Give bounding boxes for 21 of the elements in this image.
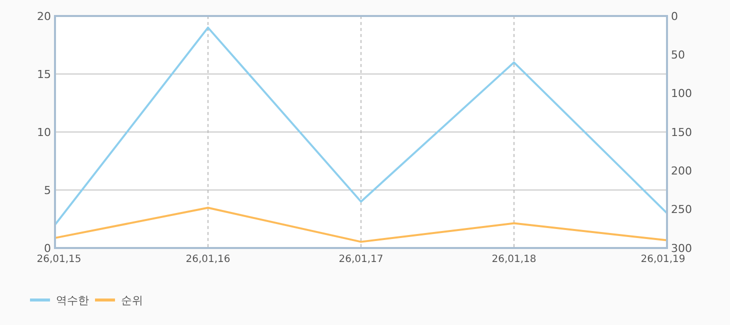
y2-tick-label: 0	[671, 10, 678, 23]
y-tick-label: 15	[37, 68, 51, 81]
line-series	[54, 206, 668, 243]
line-series	[54, 26, 668, 226]
y2-tick-label: 100	[671, 87, 692, 100]
y2-tick-label: 150	[671, 126, 692, 139]
legend-label: 역수한	[56, 294, 89, 307]
y2-tick-label: 300	[671, 242, 692, 255]
y-tick-label: 5	[44, 184, 51, 197]
x-tick-label: 26,01,19	[640, 254, 686, 265]
y-tick-label: 20	[37, 10, 51, 23]
x-tick-label: 26,01,15	[36, 254, 82, 265]
x-tick-label: 26,01,18	[492, 254, 536, 265]
y-tick-label: 10	[37, 126, 51, 139]
x-tick-label: 26,01,16	[186, 254, 230, 265]
y2-tick-label: 250	[671, 203, 692, 216]
y2-tick-label: 50	[671, 48, 685, 62]
y-tick-label: 0	[44, 242, 51, 255]
y2-tick-label: 200	[671, 164, 692, 178]
x-tick-label: 26,01,17	[338, 254, 384, 265]
legend-label: 순위	[121, 294, 143, 307]
